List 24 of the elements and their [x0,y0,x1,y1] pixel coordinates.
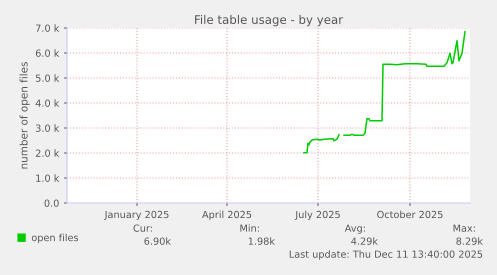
text: Avg: [344,224,365,234]
chart-title: File table usage - by year [195,14,344,26]
y-tick-label: 6.0 k [36,49,60,57]
x-tick-label: April 2025 [202,210,252,220]
x-tick-label: January 2025 [104,210,168,220]
y-tick-label: 5.0 k [36,74,60,82]
x-tick-label: October 2025 [377,210,443,218]
text: 8.29k [456,237,483,245]
y-tick-label: 3.0 k [36,124,60,132]
text: Min: [240,224,259,232]
y-tick-label: 1.0 k [36,174,60,182]
text: Max: [454,224,475,232]
y-axis-title: number of open files [20,62,30,169]
text: Cur: [133,224,152,232]
text: Last update: Thu Dec 11 13:40:00 2025 [290,250,482,260]
y-tick-label: 7.0 k [36,24,60,32]
y-tick-label: 0.0 [44,199,59,207]
text: 1.98k [248,237,275,245]
legend-label: open files [32,234,78,244]
x-tick-label: July 2025 [294,210,340,220]
y-tick-label: 2.0 k [36,149,60,157]
y-tick-label: 4.0 k [36,99,60,107]
text: 4.29k [351,237,378,245]
text: 6.90k [144,237,171,245]
